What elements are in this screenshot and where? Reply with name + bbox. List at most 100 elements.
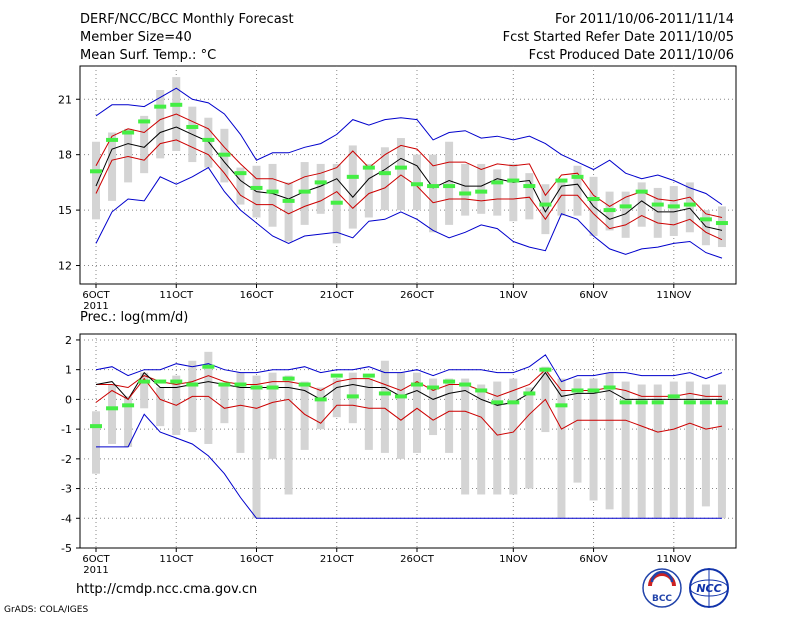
prec-marker bbox=[667, 394, 680, 399]
prec-frame bbox=[79, 333, 737, 549]
temp-marker bbox=[651, 202, 664, 207]
prec-range-box bbox=[92, 411, 100, 474]
footer-url[interactable]: http://cmdp.ncc.cma.gov.cn bbox=[76, 582, 258, 597]
prec-xtick-label: 1NOV bbox=[499, 554, 528, 565]
temp-marker bbox=[138, 119, 151, 124]
prec-range-box bbox=[653, 384, 662, 519]
prec-range-box bbox=[477, 384, 486, 495]
prec-xtick-label: 11OCT bbox=[159, 554, 194, 565]
temp-marker bbox=[122, 130, 135, 135]
prec-range-box bbox=[396, 372, 405, 459]
prec-range-box bbox=[204, 351, 213, 444]
prec-marker bbox=[715, 400, 728, 405]
temp-range-box bbox=[108, 132, 117, 201]
temp-marker bbox=[362, 165, 375, 170]
temp-marker bbox=[266, 189, 279, 194]
temp-marker bbox=[411, 182, 423, 187]
forecast-period: For 2011/10/06-2011/11/14 bbox=[555, 12, 734, 27]
temp-marker bbox=[459, 191, 472, 196]
prec-range-box bbox=[589, 378, 598, 501]
prec-marker bbox=[218, 382, 231, 387]
temp-range-box bbox=[621, 191, 630, 238]
prec-marker bbox=[90, 424, 102, 429]
temp-range-box bbox=[477, 163, 486, 214]
prec-marker bbox=[427, 385, 440, 390]
prec-marker bbox=[266, 385, 279, 390]
prec-range-box bbox=[413, 372, 421, 453]
prec-marker bbox=[394, 394, 407, 399]
prec-range-box bbox=[108, 384, 117, 444]
grads-credit: GrADS: COLA/IGES bbox=[4, 605, 89, 615]
prec-marker bbox=[539, 367, 552, 372]
prec-marker bbox=[170, 379, 183, 384]
prec-range-box bbox=[220, 384, 229, 424]
prec-range-box bbox=[284, 375, 293, 495]
temp-range-box bbox=[573, 165, 582, 216]
temp-marker bbox=[715, 221, 728, 226]
prec-marker bbox=[587, 388, 600, 393]
temp-marker bbox=[491, 180, 504, 185]
temp-marker bbox=[218, 152, 231, 157]
temp-range-box bbox=[445, 141, 454, 225]
prec-marker bbox=[234, 382, 247, 387]
temp-xtick-label: 11NOV bbox=[656, 290, 691, 301]
temp-marker bbox=[571, 174, 584, 179]
prec-range-box bbox=[637, 384, 646, 519]
temp-ytick-label: 12 bbox=[58, 260, 72, 273]
prec-range-box bbox=[493, 381, 502, 495]
temp-range-box bbox=[653, 187, 662, 238]
temp-range-box bbox=[429, 154, 438, 233]
temp-range-box bbox=[701, 210, 710, 246]
prec-xtick-label: 21OCT bbox=[320, 554, 355, 565]
fcst-started-date: Fcst Started Refer Date 2011/10/05 bbox=[502, 30, 734, 45]
temp-marker bbox=[346, 174, 359, 179]
prec-marker bbox=[507, 400, 520, 405]
temp-range-box bbox=[92, 141, 100, 220]
prec-range-box bbox=[621, 381, 630, 519]
temp-range-box bbox=[541, 184, 550, 235]
bcc-logo: BCC bbox=[642, 568, 682, 608]
prec-marker bbox=[186, 382, 199, 387]
prec-range-box bbox=[332, 378, 341, 418]
temp-range-box bbox=[669, 186, 678, 236]
temp-marker bbox=[298, 189, 311, 194]
prec-xtick-label: 16OCT bbox=[240, 554, 275, 565]
bcc-logo-text: BCC bbox=[652, 594, 672, 604]
temp-marker bbox=[683, 202, 696, 207]
temp-marker bbox=[475, 189, 488, 194]
prec-marker bbox=[555, 403, 568, 408]
prec-year-label: 2011 bbox=[83, 565, 108, 576]
prec-series-max bbox=[95, 354, 723, 383]
temp-marker bbox=[555, 178, 568, 183]
ncc-logo: NCC bbox=[689, 568, 729, 608]
temp-marker bbox=[507, 178, 520, 183]
temp-range-box bbox=[396, 138, 405, 211]
prec-range-box bbox=[685, 381, 694, 519]
temp-marker bbox=[154, 104, 167, 109]
prec-marker bbox=[411, 382, 423, 387]
prec-range-box bbox=[445, 378, 454, 453]
prec-xtick-label: 6NOV bbox=[579, 554, 608, 565]
prec-marker bbox=[362, 373, 375, 378]
temp-range-box bbox=[236, 167, 245, 205]
prec-range-box bbox=[268, 372, 277, 459]
prec-marker bbox=[699, 400, 712, 405]
temp-range-box bbox=[461, 163, 470, 216]
prec-ytick-label: 0 bbox=[65, 393, 72, 406]
temp-marker bbox=[539, 202, 552, 207]
prec-range-box bbox=[364, 378, 373, 450]
temp-range-box bbox=[124, 128, 133, 183]
temp-xtick-label: 16OCT bbox=[240, 290, 275, 301]
prec-range-box bbox=[156, 387, 165, 427]
temp-series-upper bbox=[95, 113, 723, 218]
prec-marker bbox=[635, 400, 648, 405]
prec-marker bbox=[459, 382, 472, 387]
temp-range-box bbox=[637, 182, 646, 227]
temp-marker bbox=[202, 137, 215, 142]
temp-xtick-label: 6OCT bbox=[82, 290, 110, 301]
prec-marker bbox=[619, 400, 632, 405]
temp-marker bbox=[427, 184, 440, 189]
prec-range-box bbox=[509, 378, 518, 495]
prec-range-box bbox=[669, 381, 678, 519]
